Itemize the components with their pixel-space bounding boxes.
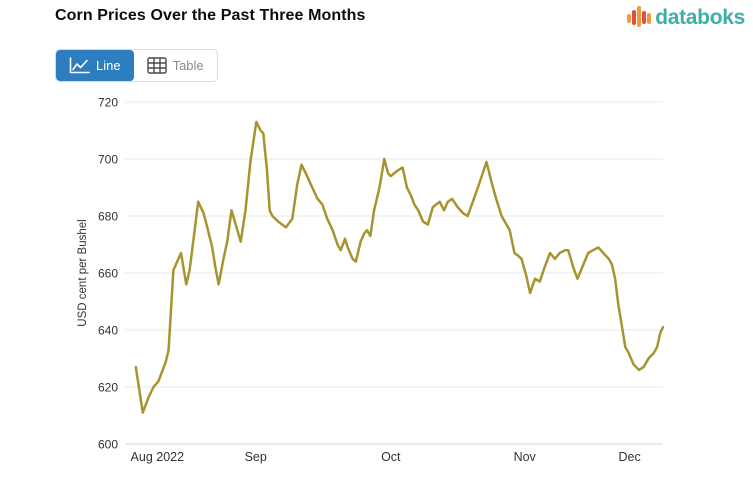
x-tick-label: Oct	[381, 450, 401, 464]
price-line	[134, 120, 665, 414]
databoks-bars-icon	[627, 5, 652, 31]
y-axis-title: USD cent per Bushel	[77, 219, 89, 326]
table-view-label: Table	[172, 58, 204, 73]
line-chart-icon	[69, 57, 90, 74]
y-tick-label: 620	[98, 381, 118, 395]
y-tick-label: 600	[98, 438, 118, 452]
x-tick-label: Sep	[245, 450, 267, 464]
databoks-logo-text: databoks	[655, 6, 745, 29]
line-view-label: Line	[96, 58, 121, 73]
line-chart: 600 620 640 660 680 700 720 Aug 2022 Sep Oct Nov De…	[77, 96, 665, 464]
table-view-button[interactable]: Table	[133, 50, 217, 81]
y-tick-label: 660	[98, 267, 118, 281]
y-tick-label: 700	[98, 153, 118, 167]
y-tick-label: 680	[98, 210, 118, 224]
line-view-button[interactable]: Line	[56, 50, 134, 81]
page-title: Corn Prices Over the Past Three Months	[55, 7, 366, 24]
x-tick-label: Nov	[514, 450, 537, 464]
table-icon	[146, 57, 167, 74]
databoks-logo: databoks	[627, 5, 745, 31]
view-toggle-group: Line Table	[55, 49, 218, 82]
x-tick-label: Dec	[618, 450, 640, 464]
y-tick-label: 720	[98, 96, 118, 110]
x-tick-label: Aug 2022	[131, 450, 185, 464]
y-tick-label: 640	[98, 324, 118, 338]
